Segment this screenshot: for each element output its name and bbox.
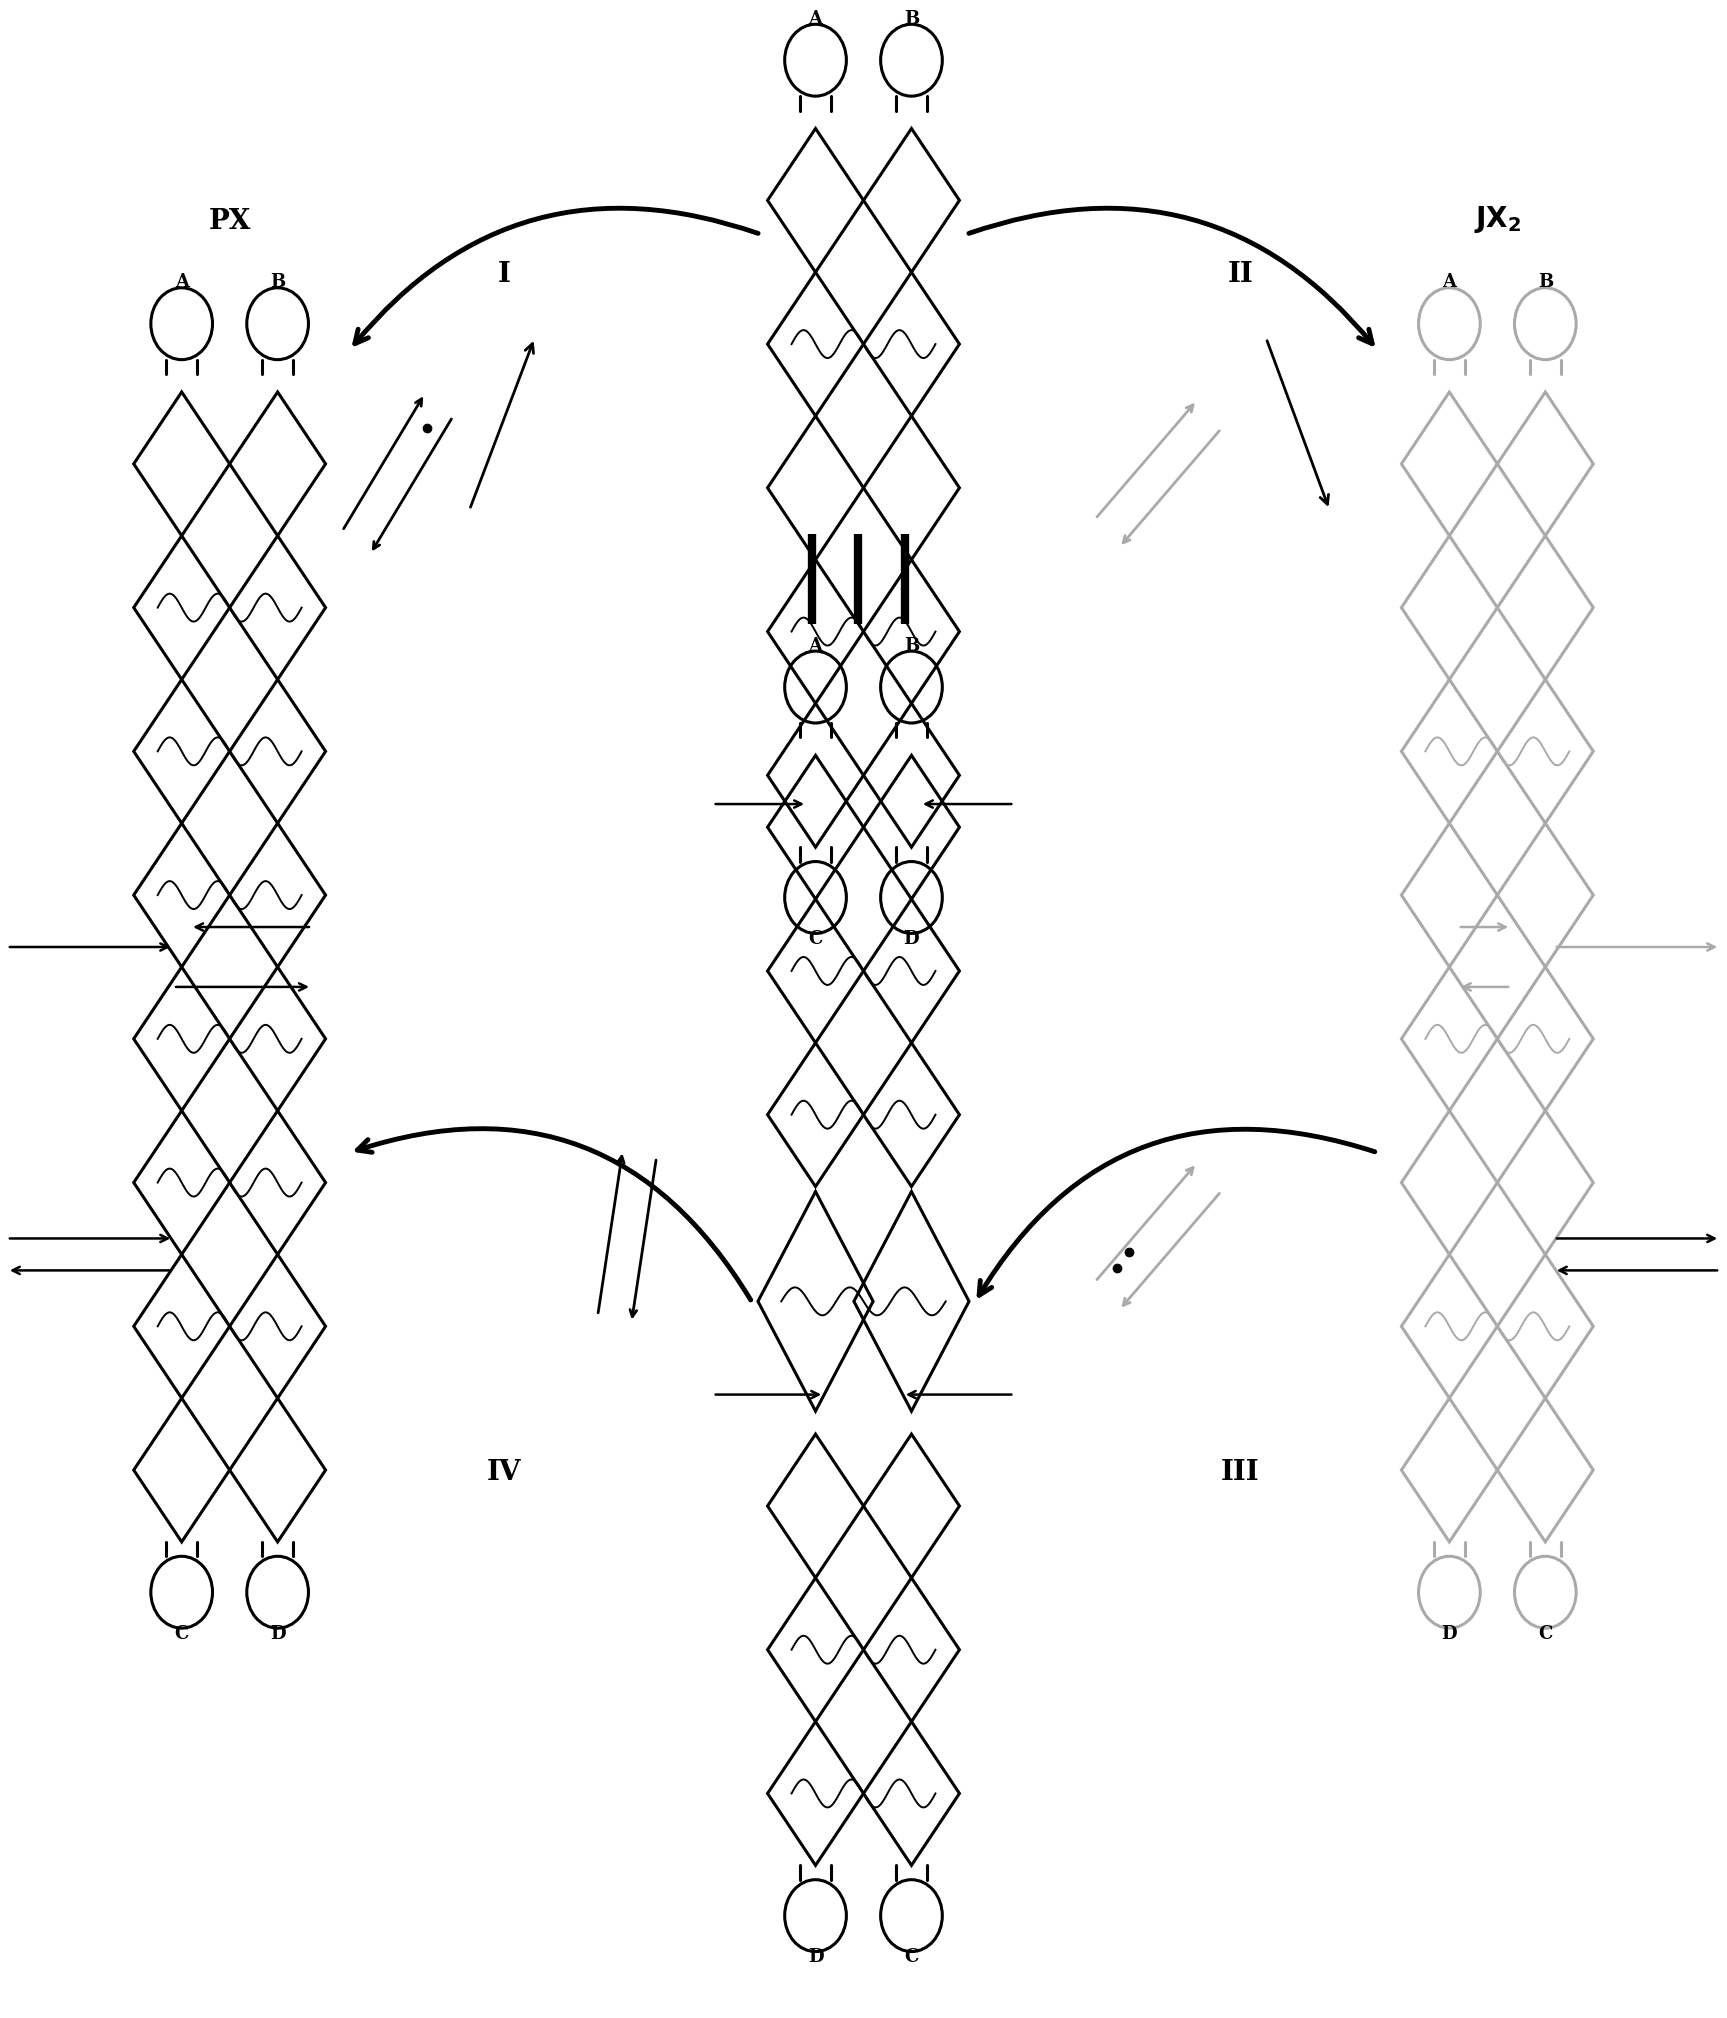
Text: PX: PX xyxy=(209,208,250,236)
Text: $\mathbf{JX_2}$: $\mathbf{JX_2}$ xyxy=(1473,204,1521,236)
Text: A: A xyxy=(1442,272,1456,291)
Text: B: B xyxy=(903,10,919,28)
Text: C: C xyxy=(905,1947,919,1966)
Text: A: A xyxy=(808,10,822,28)
Text: D: D xyxy=(1442,1624,1458,1643)
Text: III: III xyxy=(1221,1459,1259,1485)
Text: D: D xyxy=(903,930,919,948)
Text: B: B xyxy=(269,272,285,291)
Text: A: A xyxy=(174,272,188,291)
Text: B: B xyxy=(903,638,919,654)
Text: C: C xyxy=(1539,1624,1553,1643)
Text: C: C xyxy=(174,1624,188,1643)
Text: D: D xyxy=(808,1947,824,1966)
Text: C: C xyxy=(808,930,822,948)
Text: D: D xyxy=(269,1624,285,1643)
Text: II: II xyxy=(1228,260,1254,289)
Text: IV: IV xyxy=(487,1459,522,1485)
Text: A: A xyxy=(808,638,822,654)
Text: B: B xyxy=(1537,272,1553,291)
Text: I: I xyxy=(497,260,509,289)
